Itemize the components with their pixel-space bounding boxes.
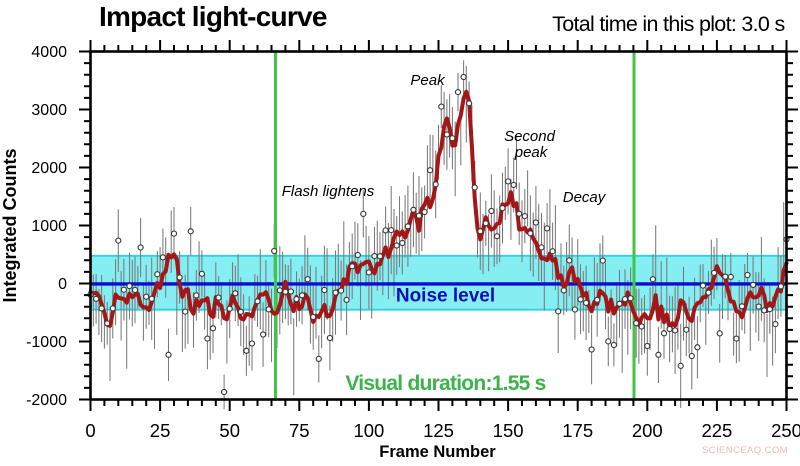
svg-text:3000: 3000: [31, 102, 67, 119]
svg-text:250: 250: [771, 420, 800, 441]
svg-text:4000: 4000: [31, 44, 67, 61]
svg-text:200: 200: [632, 420, 663, 441]
svg-text:Flash lightens: Flash lightens: [282, 183, 375, 200]
svg-text:Peak: Peak: [410, 72, 446, 89]
svg-text:-1000: -1000: [26, 334, 67, 351]
svg-text:0: 0: [58, 276, 67, 293]
svg-text:Second: Second: [504, 128, 556, 145]
svg-text:Integrated Counts: Integrated Counts: [0, 148, 20, 302]
svg-text:0: 0: [85, 420, 95, 441]
svg-text:Impact light-curve: Impact light-curve: [99, 1, 327, 32]
svg-text:175: 175: [562, 420, 593, 441]
svg-text:125: 125: [423, 420, 454, 441]
svg-text:2000: 2000: [31, 160, 67, 177]
svg-text:150: 150: [493, 420, 524, 441]
svg-text:-2000: -2000: [26, 392, 67, 409]
svg-text:25: 25: [150, 420, 171, 441]
svg-text:Visual duration:1.55 s: Visual duration:1.55 s: [345, 372, 545, 395]
svg-text:75: 75: [289, 420, 310, 441]
svg-text:Frame Number: Frame Number: [379, 443, 496, 461]
svg-text:peak: peak: [514, 144, 549, 161]
svg-text:Total time in this plot: 3.0 s: Total time in this plot: 3.0 s: [552, 12, 784, 36]
svg-text:225: 225: [701, 420, 732, 441]
svg-text:SCIENCEAQ.COM: SCIENCEAQ.COM: [702, 445, 788, 456]
svg-text:Noise level: Noise level: [396, 286, 495, 307]
svg-text:1000: 1000: [31, 218, 67, 235]
svg-text:Decay: Decay: [563, 189, 607, 206]
svg-text:100: 100: [353, 420, 384, 441]
svg-text:50: 50: [219, 420, 240, 441]
